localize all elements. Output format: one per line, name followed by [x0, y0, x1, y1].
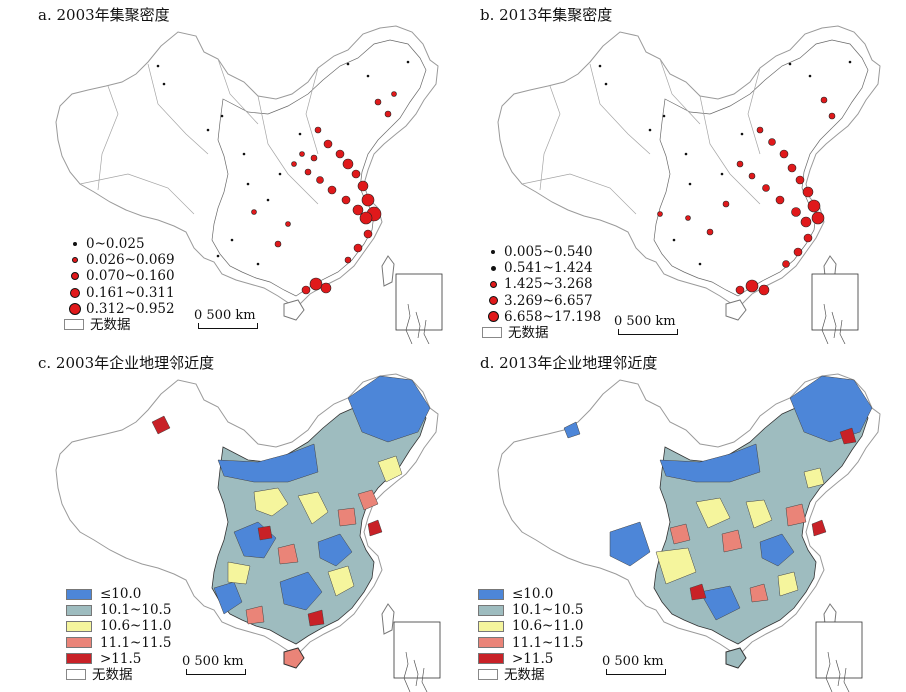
legend-d-item: ≤10.0 — [478, 586, 583, 602]
legend-c-item: 11.1~11.5 — [66, 635, 171, 651]
legend-d-item: 10.6~11.0 — [478, 618, 583, 634]
legend-b-item: 1.425~3.268 — [482, 276, 601, 292]
inset-map-a — [395, 273, 443, 344]
legend-c-item: >11.5 — [66, 651, 171, 667]
legend-a-item: 0.026~0.069 — [64, 252, 175, 268]
legend-b-item: 3.269~6.657 — [482, 293, 601, 309]
scale-bar-a: 0 500 km — [194, 308, 258, 329]
scale-bar-c: 0 500 km — [182, 654, 246, 675]
legend-d-item: 11.1~11.5 — [478, 635, 583, 651]
panel-a: a. 2003年集聚密度 — [18, 4, 458, 344]
panel-b-title: b. 2013年集聚密度 — [480, 6, 613, 24]
density-dots-b — [657, 96, 836, 296]
map-b — [497, 25, 881, 344]
panel-b: b. 2013年集聚密度 — [460, 4, 900, 344]
legend-b-no-data: 无数据 — [482, 325, 601, 341]
scale-bar-b: 0 500 km — [614, 314, 678, 335]
map-c — [55, 373, 441, 692]
legend-b: 0.005~0.540 0.541~1.424 1.425~3.268 3.26… — [482, 244, 601, 341]
legend-c-no-data: 无数据 — [66, 667, 171, 683]
legend-a: 0~0.025 0.026~0.069 0.070~0.160 0.161~0.… — [64, 236, 175, 333]
legend-d: ≤10.0 10.1~10.5 10.6~11.0 11.1~11.5 >11.… — [478, 586, 583, 683]
legend-c-item: 10.6~11.0 — [66, 618, 171, 634]
panel-c: c. 2003年企业地理邻近度 — [18, 352, 458, 692]
map-a — [55, 25, 443, 344]
legend-c: ≤10.0 10.1~10.5 10.6~11.0 11.1~11.5 >11.… — [66, 586, 171, 683]
legend-c-item: 10.1~10.5 — [66, 602, 171, 618]
inset-map-c — [393, 621, 441, 692]
scale-bar-d: 0 500 km — [602, 654, 666, 675]
legend-a-item: 0.070~0.160 — [64, 268, 175, 284]
legend-a-item: 0.161~0.311 — [64, 285, 175, 301]
map-d — [497, 373, 881, 692]
legend-b-item: 0.005~0.540 — [482, 244, 601, 260]
legend-a-item: 0~0.025 — [64, 236, 175, 252]
legend-a-no-data: 无数据 — [64, 317, 175, 333]
inset-map-d — [815, 621, 863, 692]
legend-c-item: ≤10.0 — [66, 586, 171, 602]
legend-b-item: 0.541~1.424 — [482, 260, 601, 276]
legend-b-item: 6.658~17.198 — [482, 309, 601, 325]
inset-map-b — [811, 273, 859, 344]
legend-d-item: 10.1~10.5 — [478, 602, 583, 618]
legend-a-item: 0.312~0.952 — [64, 301, 175, 317]
panel-a-title: a. 2003年集聚密度 — [38, 6, 170, 24]
legend-d-no-data: 无数据 — [478, 667, 583, 683]
legend-d-item: >11.5 — [478, 651, 583, 667]
density-dots-a — [251, 91, 397, 295]
panel-d: d. 2013年企业地理邻近度 — [460, 352, 900, 692]
panel-c-title: c. 2003年企业地理邻近度 — [38, 354, 215, 372]
panel-d-title: d. 2013年企业地理邻近度 — [480, 354, 658, 372]
